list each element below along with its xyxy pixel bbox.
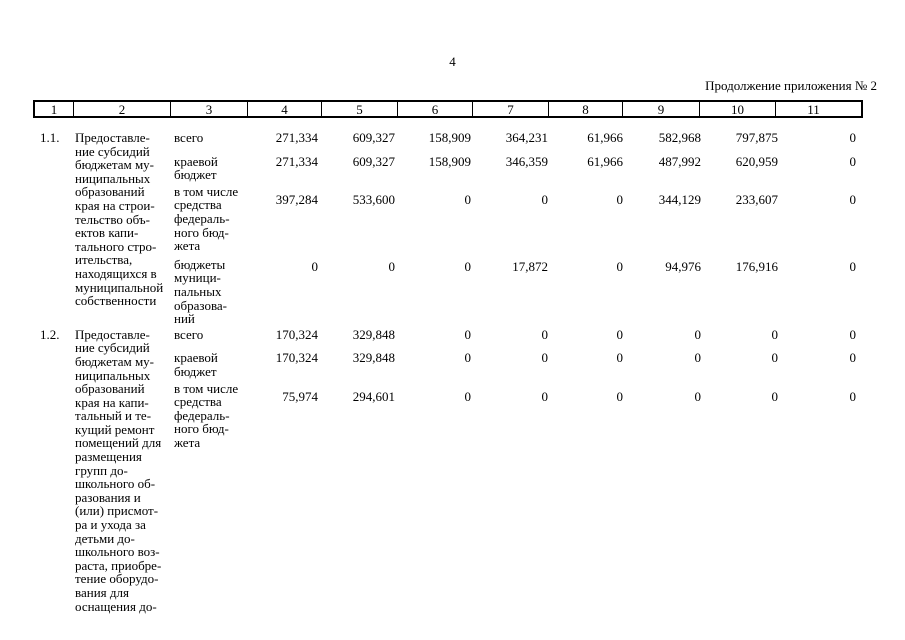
value-cell: 0 — [849, 191, 857, 207]
value-cell: 0 — [388, 258, 396, 274]
value-cell: 0 — [694, 388, 702, 404]
row-number: 1.1. — [40, 130, 60, 145]
value-cell: 346,359 — [505, 153, 548, 169]
budget-subrow-total: всего 170,324 329,848 0 0 0 0 0 0 — [172, 328, 863, 342]
column-header-3: 3 — [170, 102, 247, 116]
value-cell: 533,600 — [352, 191, 395, 207]
value-cell: 0 — [849, 130, 857, 145]
value-cell: 329,848 — [352, 350, 395, 366]
value-cell: 344,129 — [658, 191, 701, 207]
value-cell: 0 — [849, 258, 857, 274]
value-cell: 0 — [694, 326, 702, 342]
value-cell: 233,607 — [735, 191, 778, 207]
value-cell: 0 — [541, 388, 549, 404]
budget-subrow-total: всего 271,334 609,327 158,909 364,231 61… — [172, 131, 863, 145]
value-cell: 0 — [616, 350, 624, 366]
value-cell: 0 — [541, 326, 549, 342]
budget-type-label: бюджеты муници- пальных образова- ний — [174, 256, 228, 327]
budget-subrow-regional: краевой бюджет 271,334 609,327 158,909 3… — [172, 153, 863, 183]
value-cell: 397,284 — [275, 191, 318, 207]
table-body: 1.1. Предоставле- ние субсидий бюджетам … — [33, 131, 863, 613]
value-cell: 0 — [771, 326, 779, 342]
budget-subrows: всего 271,334 609,327 158,909 364,231 61… — [172, 131, 863, 326]
value-cell: 0 — [771, 350, 779, 366]
value-cell: 176,916 — [735, 258, 778, 274]
continuation-note: Продолжение приложения № 2 — [705, 78, 877, 93]
value-cell: 170,324 — [275, 326, 318, 342]
value-cell: 294,601 — [352, 388, 395, 404]
budget-subrow-federal: в том числе средства федераль- ного бюд-… — [172, 380, 863, 450]
value-cell: 0 — [464, 191, 472, 207]
value-cell: 271,334 — [275, 153, 318, 169]
value-cell: 271,334 — [275, 130, 318, 145]
budget-subrows: всего 170,324 329,848 0 0 0 0 0 0 краево… — [172, 328, 863, 450]
column-header-2: 2 — [73, 102, 170, 116]
budget-type-label: всего — [174, 326, 204, 342]
value-cell: 329,848 — [352, 326, 395, 342]
value-cell: 170,324 — [275, 350, 318, 366]
column-header-11: 11 — [775, 102, 851, 116]
value-cell: 609,327 — [352, 153, 395, 169]
budget-subrow-municipal: бюджеты муници- пальных образова- ний 0 … — [172, 256, 863, 327]
value-cell: 0 — [849, 326, 857, 342]
page-number: 4 — [449, 54, 456, 69]
value-cell: 0 — [464, 258, 472, 274]
value-cell: 0 — [616, 191, 624, 207]
value-cell: 0 — [464, 388, 472, 404]
value-cell: 158,909 — [428, 130, 471, 145]
value-cell: 17,872 — [512, 258, 548, 274]
column-header-1: 1 — [50, 101, 58, 117]
budget-type-label: краевой бюджет — [174, 350, 218, 379]
value-cell: 0 — [541, 191, 549, 207]
value-cell: 0 — [849, 388, 857, 404]
value-cell: 0 — [849, 350, 857, 366]
column-header-10: 10 — [699, 102, 775, 116]
value-cell: 582,968 — [658, 130, 701, 145]
budget-type-label: краевой бюджет — [174, 153, 218, 183]
column-header-8: 8 — [548, 102, 622, 116]
value-cell: 61,966 — [587, 153, 623, 169]
value-cell: 620,959 — [735, 153, 778, 169]
value-cell: 0 — [311, 258, 319, 274]
value-cell: 0 — [464, 350, 472, 366]
value-cell: 0 — [464, 326, 472, 342]
value-cell: 0 — [694, 350, 702, 366]
value-cell: 797,875 — [735, 130, 778, 145]
table-row: 1.2. Предоставле- ние субсидий бюджетам … — [33, 326, 863, 614]
column-header-6: 6 — [397, 102, 472, 116]
value-cell: 0 — [541, 350, 549, 366]
value-cell: 0 — [771, 388, 779, 404]
value-cell: 364,231 — [505, 130, 548, 145]
row-number: 1.2. — [40, 326, 60, 342]
column-header-5: 5 — [321, 102, 397, 116]
budget-subrow-regional: краевой бюджет 170,324 329,848 0 0 0 0 0… — [172, 351, 863, 378]
table-row: 1.1. Предоставле- ние субсидий бюджетам … — [33, 131, 863, 326]
column-header-4: 4 — [247, 102, 321, 116]
column-header-9: 9 — [622, 102, 699, 116]
value-cell: 487,992 — [658, 153, 701, 169]
value-cell: 0 — [616, 388, 624, 404]
value-cell: 158,909 — [428, 153, 471, 169]
budget-subrow-federal: в том числе средства федераль- ного бюд-… — [172, 183, 863, 254]
budget-type-label: в том числе средства федераль- ного бюд-… — [174, 183, 239, 254]
row-description: Предоставле- ние субсидий бюджетам му- н… — [75, 326, 162, 614]
value-cell: 61,966 — [587, 130, 623, 145]
budget-type-label: всего — [174, 130, 204, 145]
table-header-row: 1 2 3 4 5 6 7 8 9 10 11 — [33, 100, 863, 118]
column-header-7: 7 — [472, 102, 548, 116]
value-cell: 0 — [616, 258, 624, 274]
row-description: Предоставле- ние субсидий бюджетам му- н… — [75, 130, 164, 309]
budget-type-label: в том числе средства федераль- ного бюд-… — [174, 380, 239, 450]
value-cell: 0 — [849, 153, 857, 169]
value-cell: 609,327 — [352, 130, 395, 145]
value-cell: 94,976 — [665, 258, 701, 274]
value-cell: 0 — [616, 326, 624, 342]
value-cell: 75,974 — [282, 388, 318, 404]
